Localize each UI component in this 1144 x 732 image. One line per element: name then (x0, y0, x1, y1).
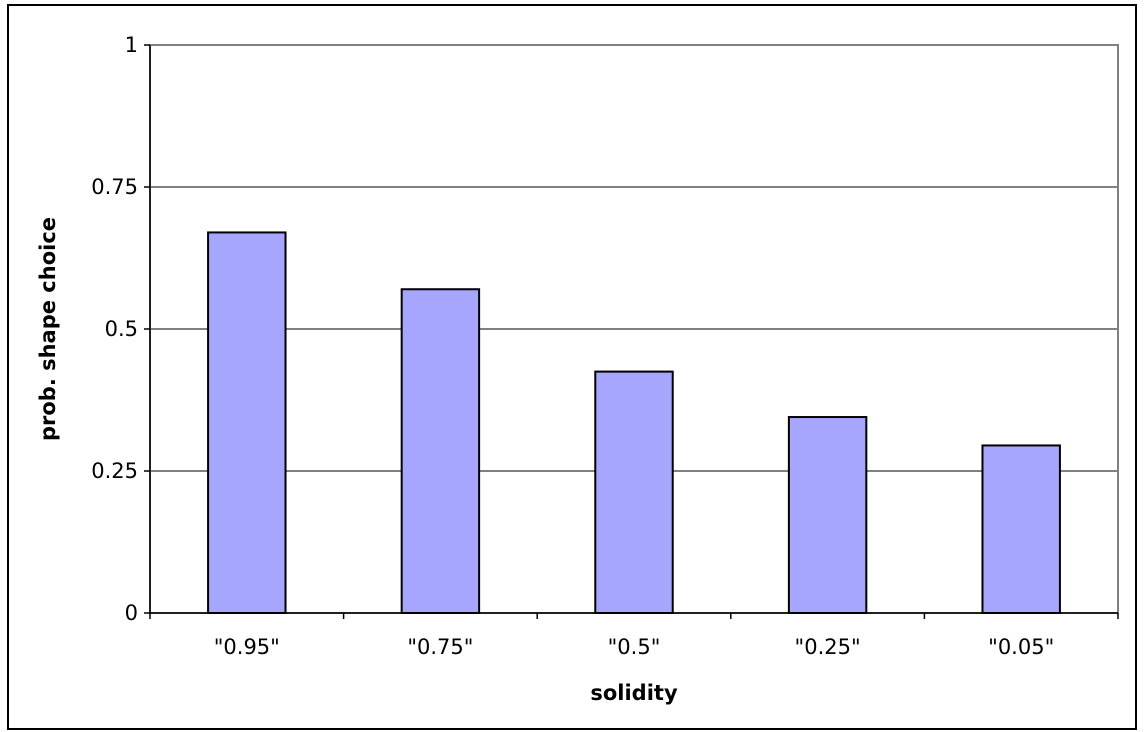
x-tick-label: "0.5" (608, 635, 661, 659)
y-axis-title: prob. shape choice (36, 217, 60, 441)
bar (787, 416, 868, 615)
x-tick-label: "0.75" (407, 635, 473, 659)
x-axis-title: solidity (590, 681, 678, 705)
y-tick-label: 0 (125, 601, 138, 625)
x-tick-label: "0.95" (214, 635, 280, 659)
x-tick-label: "0.05" (988, 635, 1054, 659)
bars (207, 231, 1061, 615)
x-axis: "0.95" "0.75" "0.5" "0.25" "0.05" (149, 612, 1119, 659)
y-tick-label: 1 (125, 33, 138, 57)
y-axis: 0 0.25 0.5 0.75 1 (91, 33, 151, 625)
y-tick-label: 0.75 (91, 175, 138, 199)
chart-frame (7, 4, 1137, 730)
y-tick-label: 0.25 (91, 459, 138, 483)
x-tick-label: "0.25" (795, 635, 861, 659)
bar (981, 444, 1061, 614)
bar (594, 370, 674, 614)
bar (400, 288, 481, 614)
y-tick-label: 0.5 (105, 317, 138, 341)
bar (207, 231, 287, 614)
